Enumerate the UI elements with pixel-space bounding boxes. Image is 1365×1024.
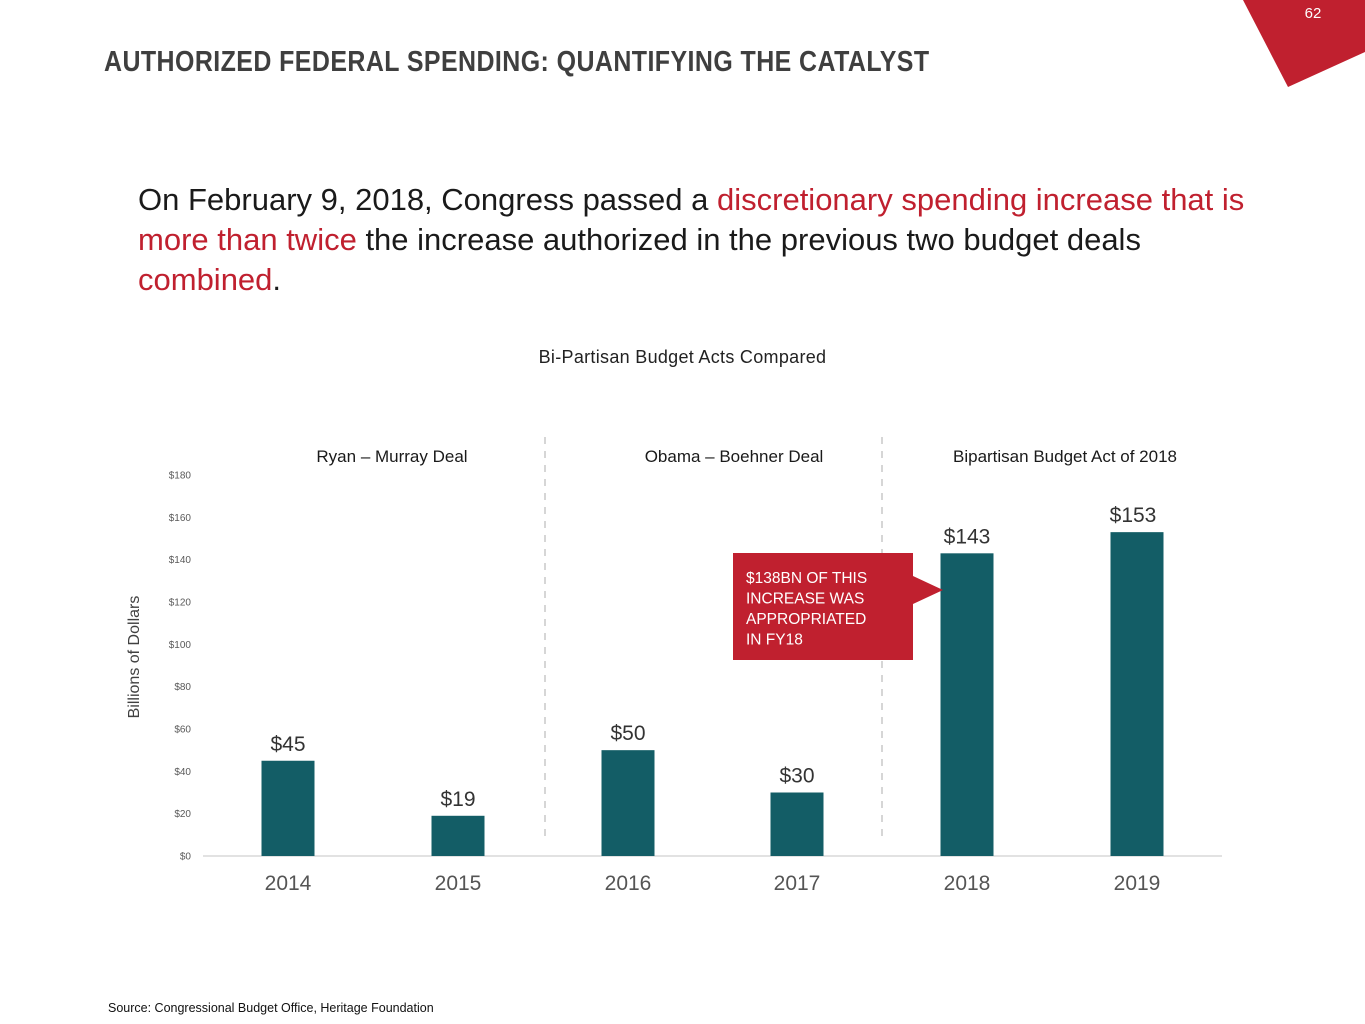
x-tick-label: 2015	[435, 872, 482, 895]
group-label: Bipartisan Budget Act of 2018	[953, 447, 1177, 466]
headline-part: the increase authorized in the previous …	[356, 222, 1141, 257]
x-tick-label: 2016	[605, 872, 652, 895]
headline-part: On February 9, 2018, Congress passed a	[138, 182, 717, 217]
y-tick-label: $0	[180, 852, 192, 863]
x-tick-label: 2014	[265, 872, 312, 895]
source-note: Source: Congressional Budget Office, Her…	[108, 1001, 434, 1015]
bar-2016	[601, 750, 655, 856]
y-tick-label: $60	[174, 725, 191, 736]
bar-2014	[261, 760, 315, 856]
y-tick-label: $80	[174, 682, 191, 693]
y-tick-label: $120	[169, 598, 192, 609]
y-tick-label: $40	[174, 767, 191, 778]
x-tick-label: 2019	[1114, 872, 1161, 895]
data-label: $50	[610, 722, 645, 745]
y-tick-label: $160	[169, 513, 192, 524]
y-tick-label: $100	[169, 640, 192, 651]
data-label: $45	[270, 733, 305, 756]
annotation-text: INCREASE WAS	[746, 591, 864, 608]
y-tick-label: $180	[169, 471, 192, 482]
data-label: $30	[779, 765, 814, 788]
y-axis-label: Billions of Dollars	[126, 596, 143, 719]
y-tick-label: $140	[169, 555, 192, 566]
y-tick-label: $20	[174, 809, 191, 820]
group-label: Obama – Boehner Deal	[645, 447, 824, 466]
data-label: $153	[1110, 504, 1157, 527]
slide-title: AUTHORIZED FEDERAL SPENDING: QUANTIFYING…	[104, 46, 930, 78]
group-label: Ryan – Murray Deal	[316, 447, 467, 466]
annotation-text: IN FY18	[746, 632, 803, 649]
headline: On February 9, 2018, Congress passed a d…	[138, 180, 1278, 300]
data-label: $143	[944, 525, 991, 548]
bar-2017	[770, 792, 824, 856]
bar-2018	[940, 553, 994, 856]
chart-title: Bi-Partisan Budget Acts Compared	[538, 347, 827, 367]
bar-2019	[1110, 532, 1164, 856]
bar-chart: $0 $20 $40 $60 $80 $100 $120 $140 $160 $180 Billio…	[126, 437, 1222, 895]
page-number: 62	[1304, 5, 1322, 22]
annotation-text: APPROPRIATED	[746, 611, 866, 628]
headline-part: .	[272, 262, 282, 297]
bar-2015	[431, 815, 485, 856]
headline-highlight: combined	[138, 262, 273, 297]
annotation-text: $138BN OF THIS	[746, 570, 867, 587]
page-corner-tab	[1243, 0, 1365, 87]
x-tick-label: 2018	[944, 872, 991, 895]
x-tick-label: 2017	[774, 872, 821, 895]
headline-highlight: discretionary spending increase that is …	[138, 182, 1245, 257]
annotation-callout	[733, 553, 943, 660]
data-label: $19	[440, 788, 475, 811]
